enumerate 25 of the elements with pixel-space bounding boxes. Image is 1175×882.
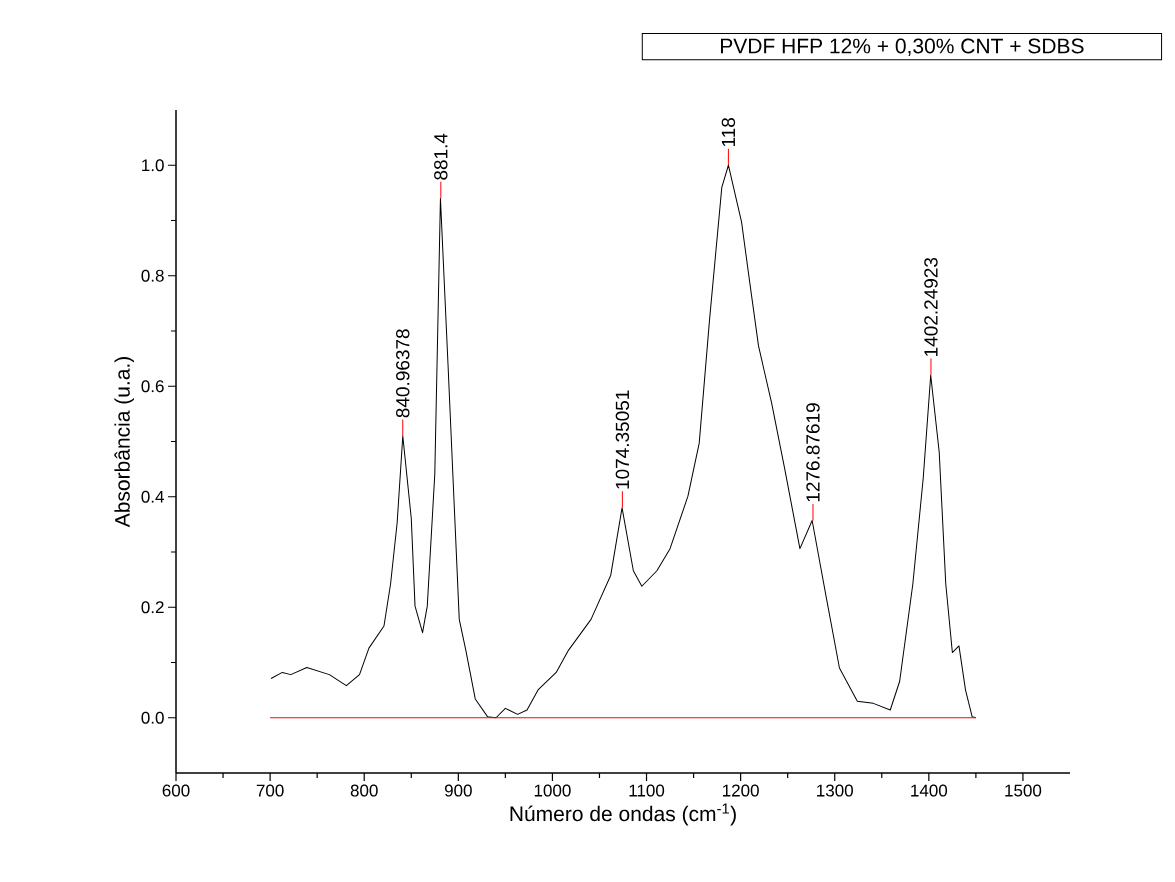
y-tick-label: 0.0 bbox=[141, 711, 164, 724]
y-tick-label: 0.4 bbox=[141, 490, 164, 503]
annotation: 1074.35051 bbox=[615, 390, 630, 489]
x-tick-label: 1200 bbox=[723, 784, 759, 797]
x-tick-label: 900 bbox=[444, 784, 472, 797]
x-tick-label: 1300 bbox=[817, 784, 853, 797]
x-tick-label: 1500 bbox=[1005, 784, 1042, 797]
text: PVDF HFP 12% + 0,30% CNT + SDBS bbox=[721, 38, 1084, 56]
x-tick-label: 1000 bbox=[534, 784, 571, 797]
y-tick-label: 0.6 bbox=[141, 380, 164, 393]
x-tick-label: 1400 bbox=[911, 784, 948, 797]
annotation: 881.4 bbox=[434, 133, 448, 180]
y-tick-label: 0.2 bbox=[141, 601, 164, 614]
annotation: 118 bbox=[721, 118, 736, 147]
y-axis-title: Absorbância (u.a.) bbox=[114, 357, 134, 528]
y-tick-label: 1.0 bbox=[142, 159, 164, 172]
x-axis-title: Número de ondas (cm$^{-1}$) bbox=[510, 803, 736, 826]
annotation: 840.96378 bbox=[396, 329, 410, 418]
x-tick-label: 800 bbox=[350, 784, 378, 797]
y-tick-label: 0.8 bbox=[141, 269, 164, 282]
annotation: 1276.87619 bbox=[806, 403, 820, 502]
annotation: 1402.24923 bbox=[924, 257, 938, 356]
x-tick-label: 700 bbox=[256, 784, 284, 797]
x-tick-label: 600 bbox=[162, 784, 190, 797]
x-tick-label: 1100 bbox=[629, 784, 665, 797]
